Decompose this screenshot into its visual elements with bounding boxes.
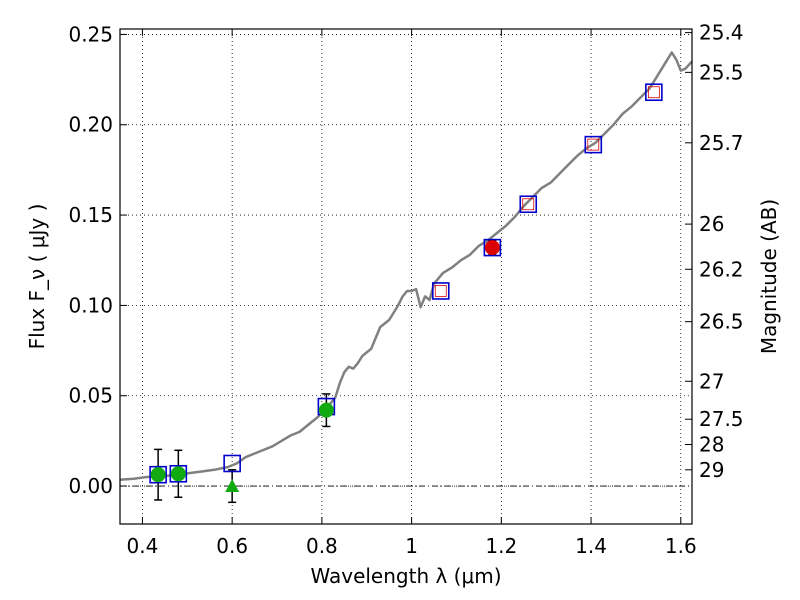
y-tick-label: 0.10 — [68, 293, 113, 317]
x-axis-label: Wavelength λ (μm) — [310, 564, 501, 588]
optical-point — [170, 466, 186, 482]
model-point — [149, 465, 167, 484]
model-point — [584, 135, 603, 154]
plot-frame — [119, 28, 693, 525]
model-point — [223, 454, 241, 473]
x-tick-label: 1.6 — [665, 534, 697, 558]
right-tick-label: 25.5 — [699, 60, 744, 84]
right-tick-label: 26.5 — [699, 310, 744, 334]
model-point — [645, 83, 663, 102]
right-tick-label: 29 — [699, 458, 724, 482]
y-tick-label: 0.25 — [68, 22, 113, 46]
data-points — [149, 83, 663, 504]
right-tick-label: 28 — [699, 433, 724, 457]
x-tick-label: 1.4 — [575, 534, 607, 558]
x-tick-label: 0.8 — [306, 534, 338, 558]
model-spectrum-line — [119, 51, 693, 481]
optical-point — [318, 402, 334, 418]
model-point — [519, 195, 538, 214]
nir-point — [484, 240, 500, 256]
y-tick-label: 0.00 — [68, 474, 113, 498]
predicted-point — [522, 198, 535, 211]
x-tick-label: 1 — [405, 534, 418, 558]
right-tick-label: 25.7 — [699, 131, 744, 155]
right-tick-label: 26.2 — [699, 257, 744, 281]
right-tick-label: 27 — [699, 369, 724, 393]
y-tick-label: 0.05 — [68, 384, 113, 408]
right-tick-label: 27.5 — [699, 407, 744, 431]
predicted-point — [434, 285, 447, 297]
predicted-point — [587, 138, 600, 151]
predicted-point — [647, 86, 660, 99]
x-tick-label: 0.6 — [216, 534, 248, 558]
y-tick-label: 0.15 — [68, 203, 113, 227]
right-tick-label: 25.4 — [699, 21, 744, 45]
limit-point — [225, 479, 240, 493]
model-spectrum — [119, 51, 693, 481]
x-tick-label: 1.2 — [485, 534, 517, 558]
axis-ticks: 0.4 0.6 0.8 1 1.2 1.4 1.6 0.00 0.05 0.10 0.15 0.20 0… — [68, 21, 743, 558]
x-tick-label: 0.4 — [127, 534, 159, 558]
right-tick-label: 26 — [699, 212, 724, 236]
model-point — [431, 282, 450, 300]
y-axis-label: Flux F_ν ( μJy ) — [25, 204, 49, 350]
grid — [120, 29, 692, 524]
model-point — [483, 238, 502, 257]
model-point — [169, 464, 188, 483]
y-tick-label: 0.20 — [68, 113, 113, 137]
y-axis-label-right: Magnitude (AB) — [757, 199, 781, 354]
optical-point — [150, 467, 166, 483]
